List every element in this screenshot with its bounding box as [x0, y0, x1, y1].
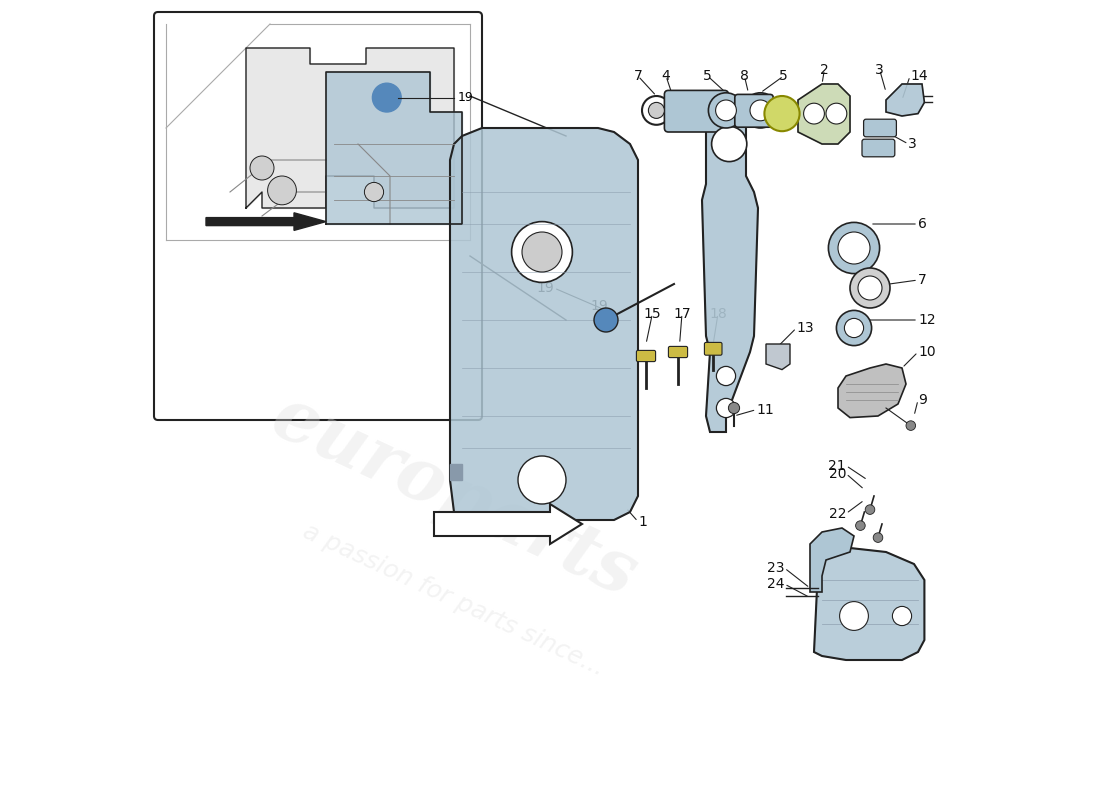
- Circle shape: [850, 268, 890, 308]
- Circle shape: [594, 308, 618, 332]
- Circle shape: [716, 366, 736, 386]
- Text: 22: 22: [828, 506, 846, 521]
- Text: a passion for parts since...: a passion for parts since...: [299, 519, 608, 681]
- Circle shape: [512, 222, 572, 282]
- Text: 23: 23: [767, 561, 784, 575]
- FancyBboxPatch shape: [669, 346, 688, 358]
- Circle shape: [364, 182, 384, 202]
- Text: 1: 1: [638, 514, 647, 529]
- Circle shape: [873, 533, 883, 542]
- Circle shape: [856, 521, 866, 530]
- Text: europarts: europarts: [261, 381, 648, 611]
- Circle shape: [716, 398, 736, 418]
- FancyBboxPatch shape: [664, 90, 728, 132]
- Polygon shape: [450, 464, 462, 480]
- Circle shape: [845, 318, 864, 338]
- FancyBboxPatch shape: [154, 12, 482, 420]
- Circle shape: [838, 232, 870, 264]
- Circle shape: [642, 96, 671, 125]
- Polygon shape: [766, 344, 790, 370]
- Circle shape: [373, 83, 402, 112]
- FancyBboxPatch shape: [864, 119, 896, 137]
- Circle shape: [750, 100, 771, 121]
- Text: 13: 13: [796, 321, 814, 335]
- FancyBboxPatch shape: [637, 350, 656, 362]
- Circle shape: [708, 93, 744, 128]
- Polygon shape: [450, 128, 638, 520]
- Circle shape: [804, 103, 824, 124]
- Text: 5: 5: [779, 69, 788, 83]
- Circle shape: [839, 602, 868, 630]
- Polygon shape: [886, 84, 924, 116]
- Text: 19: 19: [458, 91, 474, 104]
- FancyBboxPatch shape: [735, 94, 773, 127]
- Circle shape: [858, 276, 882, 300]
- Text: 17: 17: [673, 306, 691, 321]
- Text: 10: 10: [918, 345, 936, 359]
- Circle shape: [742, 93, 778, 128]
- Text: 7: 7: [918, 273, 926, 287]
- Circle shape: [716, 100, 736, 121]
- Circle shape: [267, 176, 296, 205]
- Text: 21: 21: [828, 458, 846, 473]
- Text: 4: 4: [661, 69, 670, 83]
- Text: 6: 6: [918, 217, 927, 231]
- Text: 15: 15: [644, 306, 661, 321]
- Circle shape: [712, 126, 747, 162]
- Polygon shape: [206, 213, 326, 230]
- Circle shape: [522, 232, 562, 272]
- Polygon shape: [814, 548, 924, 660]
- Circle shape: [866, 505, 874, 514]
- Polygon shape: [838, 364, 906, 418]
- Text: 19: 19: [537, 281, 554, 295]
- Polygon shape: [434, 504, 582, 544]
- Circle shape: [518, 456, 567, 504]
- Polygon shape: [246, 48, 454, 208]
- Text: 3: 3: [909, 137, 917, 151]
- Text: 5: 5: [703, 69, 712, 83]
- Text: 8: 8: [740, 69, 749, 83]
- Text: 24: 24: [767, 577, 784, 591]
- Text: 12: 12: [918, 313, 936, 327]
- Circle shape: [836, 310, 871, 346]
- Circle shape: [648, 102, 664, 118]
- Circle shape: [826, 103, 847, 124]
- Text: 11: 11: [757, 402, 774, 417]
- Circle shape: [250, 156, 274, 180]
- Text: 19: 19: [591, 298, 608, 313]
- Text: 2: 2: [820, 62, 828, 77]
- Polygon shape: [702, 100, 758, 432]
- Text: 20: 20: [828, 466, 846, 481]
- Text: 9: 9: [918, 393, 927, 407]
- Circle shape: [764, 96, 800, 131]
- Text: 3: 3: [876, 62, 884, 77]
- Text: 18: 18: [710, 306, 727, 321]
- Text: 14: 14: [910, 69, 927, 83]
- Polygon shape: [810, 528, 854, 592]
- Text: 7: 7: [634, 69, 642, 83]
- Polygon shape: [798, 84, 850, 144]
- Polygon shape: [326, 72, 462, 224]
- Circle shape: [828, 222, 880, 274]
- Circle shape: [728, 402, 739, 414]
- Circle shape: [892, 606, 912, 626]
- Circle shape: [906, 421, 915, 430]
- FancyBboxPatch shape: [704, 342, 722, 355]
- FancyBboxPatch shape: [862, 139, 894, 157]
